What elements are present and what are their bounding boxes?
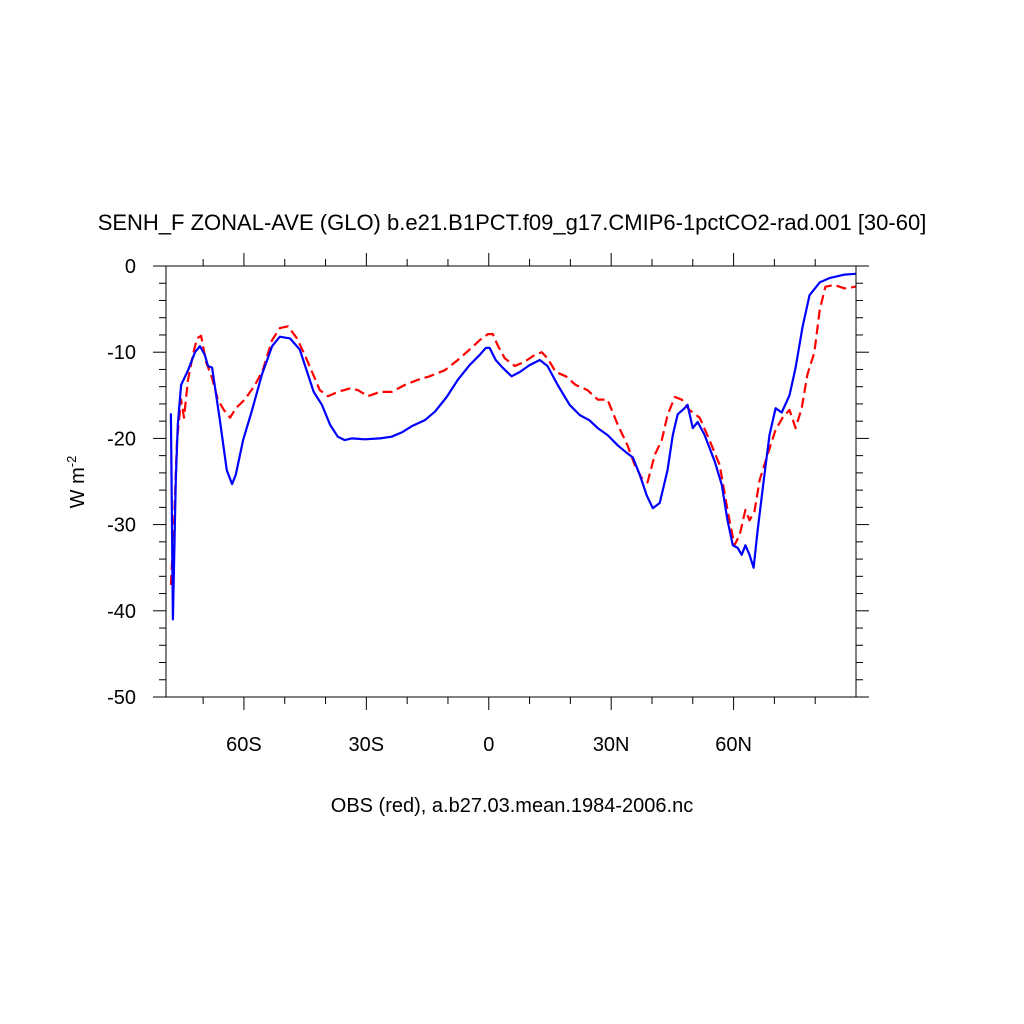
chart-title: SENH_F ZONAL-AVE (GLO) b.e21.B1PCT.f09_g… <box>98 210 927 235</box>
y-tick-label: -40 <box>107 601 136 623</box>
y-tick-label: 0 <box>125 256 136 278</box>
y-axis-label: W m-2 <box>64 456 89 509</box>
y-tick-label: -50 <box>107 687 136 709</box>
series-line <box>169 272 856 621</box>
x-tick-label: 60S <box>226 734 262 756</box>
y-axis-label-base: W m <box>67 467 89 508</box>
x-tick-label: 60N <box>715 734 752 756</box>
x-tick-label: 30S <box>349 734 385 756</box>
plot-frame <box>165 265 857 698</box>
y-tick-label: -30 <box>107 515 136 537</box>
x-tick-label: 30N <box>593 734 630 756</box>
y-tick-label: -10 <box>107 342 136 364</box>
x-axis-label: OBS (red), a.b27.03.mean.1984-2006.nc <box>331 795 693 817</box>
series-line <box>169 283 856 585</box>
y-tick-label: -20 <box>107 428 136 450</box>
x-tick-label: 0 <box>483 734 494 756</box>
y-axis-label-exponent: -2 <box>64 456 79 468</box>
